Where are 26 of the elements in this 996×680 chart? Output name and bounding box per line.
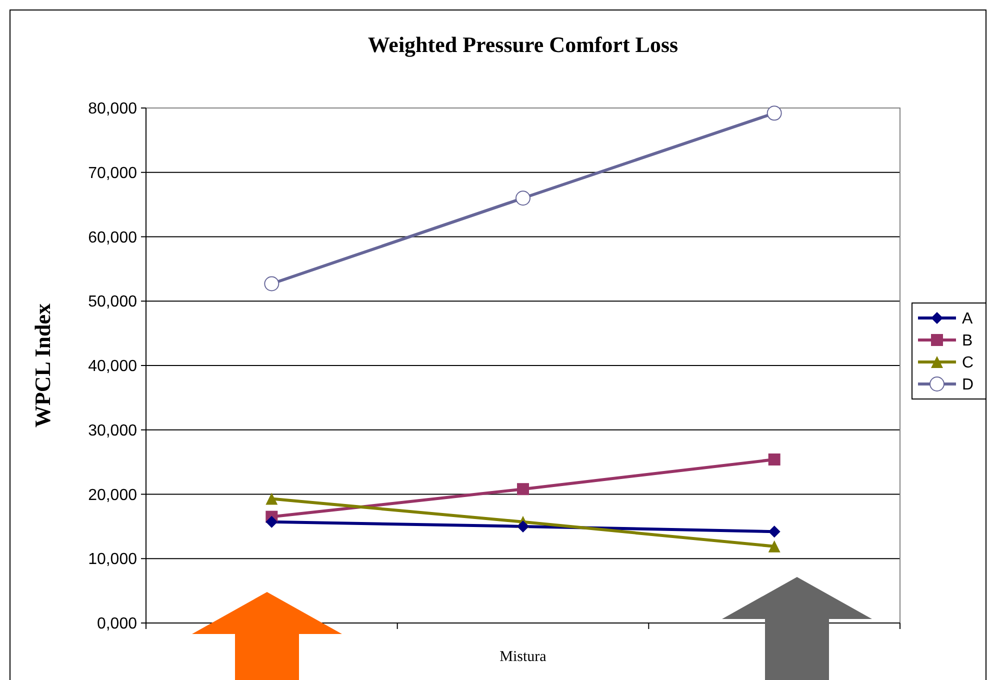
legend-label: D (962, 376, 974, 394)
y-tick-label: 20,000 (88, 486, 138, 504)
point (264, 276, 280, 292)
point (766, 106, 782, 121)
y-tick-label: 0,000 (96, 616, 138, 633)
point (768, 540, 780, 552)
point (517, 520, 529, 532)
point (517, 483, 529, 496)
point (516, 190, 530, 206)
y-tick-label: 10,000 (88, 551, 138, 568)
point (768, 526, 780, 538)
point (266, 492, 278, 505)
y-tick-label: 30,000 (88, 422, 138, 440)
legend-label: C (962, 354, 974, 372)
point (768, 453, 780, 466)
legend-label: A (962, 310, 973, 328)
y-tick-label: 70,000 (88, 164, 138, 182)
x-axis-title: Mistura (500, 649, 547, 665)
chart-title: Weighted Pressure Comfort Loss (368, 32, 679, 57)
y-tick-label: 60,000 (88, 229, 138, 246)
y-tick-label: 40,000 (88, 358, 138, 376)
y-axis-title: WPCL Index (30, 303, 55, 428)
y-tick-label: 80,000 (88, 100, 138, 118)
legend-label: B (962, 332, 973, 350)
point (266, 516, 278, 528)
y-tick-label: 50,000 (88, 294, 138, 311)
